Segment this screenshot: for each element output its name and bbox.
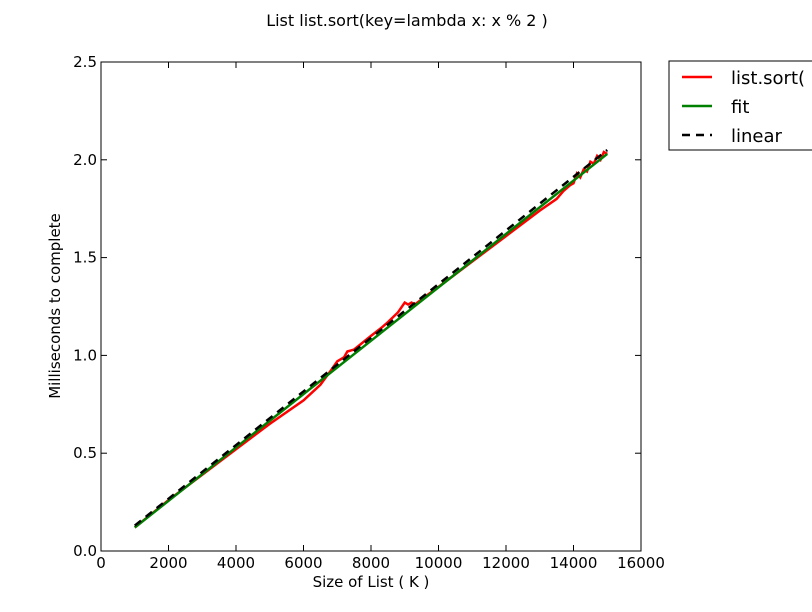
x-tick-label: 2000: [149, 554, 187, 572]
x-axis: 0 2000 4000 6000 8000 10000 12000 14000 16000: [96, 62, 665, 572]
y-tick-label: 2.5: [73, 53, 97, 71]
legend-label: fit: [731, 97, 749, 118]
y-tick-label: 0.5: [73, 444, 97, 462]
y-tick-label: 1.5: [73, 249, 97, 267]
y-tick-label: 0.0: [73, 542, 97, 560]
series-line-linear: [133, 149, 609, 527]
y-tick-label: 1.0: [73, 346, 97, 364]
y-axis: 0.0 0.5 1.0 1.5 2.0 2.5: [73, 53, 641, 560]
chart-title: List list.sort(key=lambda x: x % 2 ): [266, 11, 548, 30]
x-tick-label: 8000: [352, 554, 390, 572]
x-tick-label: 14000: [550, 554, 598, 572]
x-tick-label: 10000: [415, 554, 463, 572]
y-tick-label: 2.0: [73, 151, 97, 169]
series-line-fit: [133, 152, 609, 529]
x-tick-label: 12000: [482, 554, 530, 572]
x-tick-label: 16000: [617, 554, 665, 572]
legend-label: list.sort(: [731, 68, 805, 89]
x-tick-label: 6000: [284, 554, 322, 572]
series-layer: [133, 149, 609, 529]
x-tick-label: 0: [96, 554, 106, 572]
plot-area: [100, 61, 642, 552]
y-axis-label: Milliseconds to complete: [46, 213, 64, 399]
x-tick-label: 4000: [217, 554, 255, 572]
legend-label: linear: [731, 126, 783, 147]
x-axis-label: Size of List ( K ): [313, 573, 430, 591]
legend: list.sort( fit linear: [668, 60, 812, 151]
